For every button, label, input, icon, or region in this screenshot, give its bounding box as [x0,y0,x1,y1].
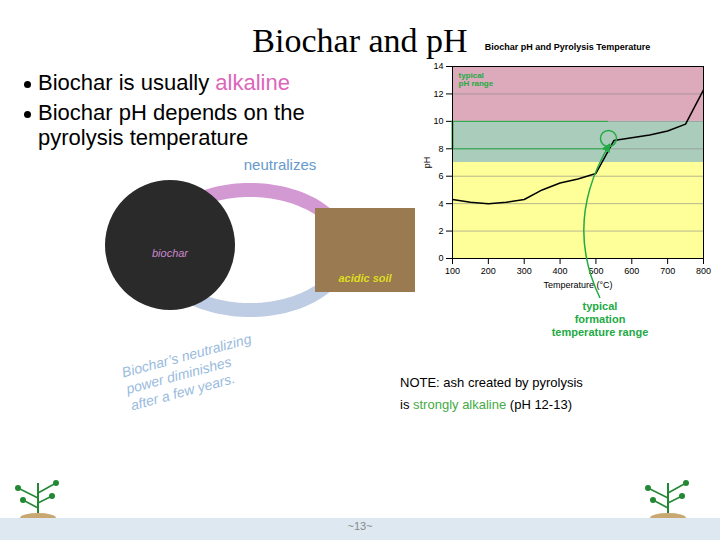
svg-text:400: 400 [553,266,568,276]
svg-text:700: 700 [660,266,675,276]
svg-text:200: 200 [481,266,496,276]
svg-text:12: 12 [433,89,443,99]
svg-text:Temperature (°C): Temperature (°C) [543,280,612,290]
svg-text:600: 600 [624,266,639,276]
html-text:Biochar and pH: Biochar and pH [252,22,468,59]
html-text:NOTE: ash created by pyrolysis: NOTE: ash created by pyrolysis is strong… [400,375,583,412]
html-text:neutralizes: neutralizes [243,156,317,173]
svg-text:300: 300 [517,266,532,276]
svg-text:0: 0 [438,253,443,263]
svg-text:10: 10 [433,116,443,126]
svg-text:typicalpH range: typicalpH range [459,71,494,88]
svg-text:8: 8 [438,144,443,154]
html-text:Biochar pH and Pyrolysis Tempe: Biochar pH and Pyrolysis Temperature [484,42,651,52]
svg-text:800: 800 [696,266,711,276]
svg-text:100: 100 [445,266,460,276]
html-text:Biochar is usually alkaline: Biochar is usually alkaline [38,70,290,95]
html-text:acidic soil: acidic soil [338,272,392,284]
svg-text:4: 4 [438,199,443,209]
html-text:biochar: biochar [152,247,188,259]
svg-text:500: 500 [588,266,603,276]
html-text:Biochar pH depends on the pyro: Biochar pH depends on the pyrolysis temp… [38,100,305,150]
svg-text:2: 2 [438,226,443,236]
html-text:~13~: ~13~ [347,520,373,532]
html-text:Biochar’s neutralizing power d: Biochar’s neutralizing power diminishes … [120,330,253,414]
svg-text:6: 6 [438,171,443,181]
svg-text:14: 14 [433,61,443,71]
html-text:typical formation temperature: typical formation temperature range [551,300,649,338]
svg-text:pH: pH [422,157,432,169]
